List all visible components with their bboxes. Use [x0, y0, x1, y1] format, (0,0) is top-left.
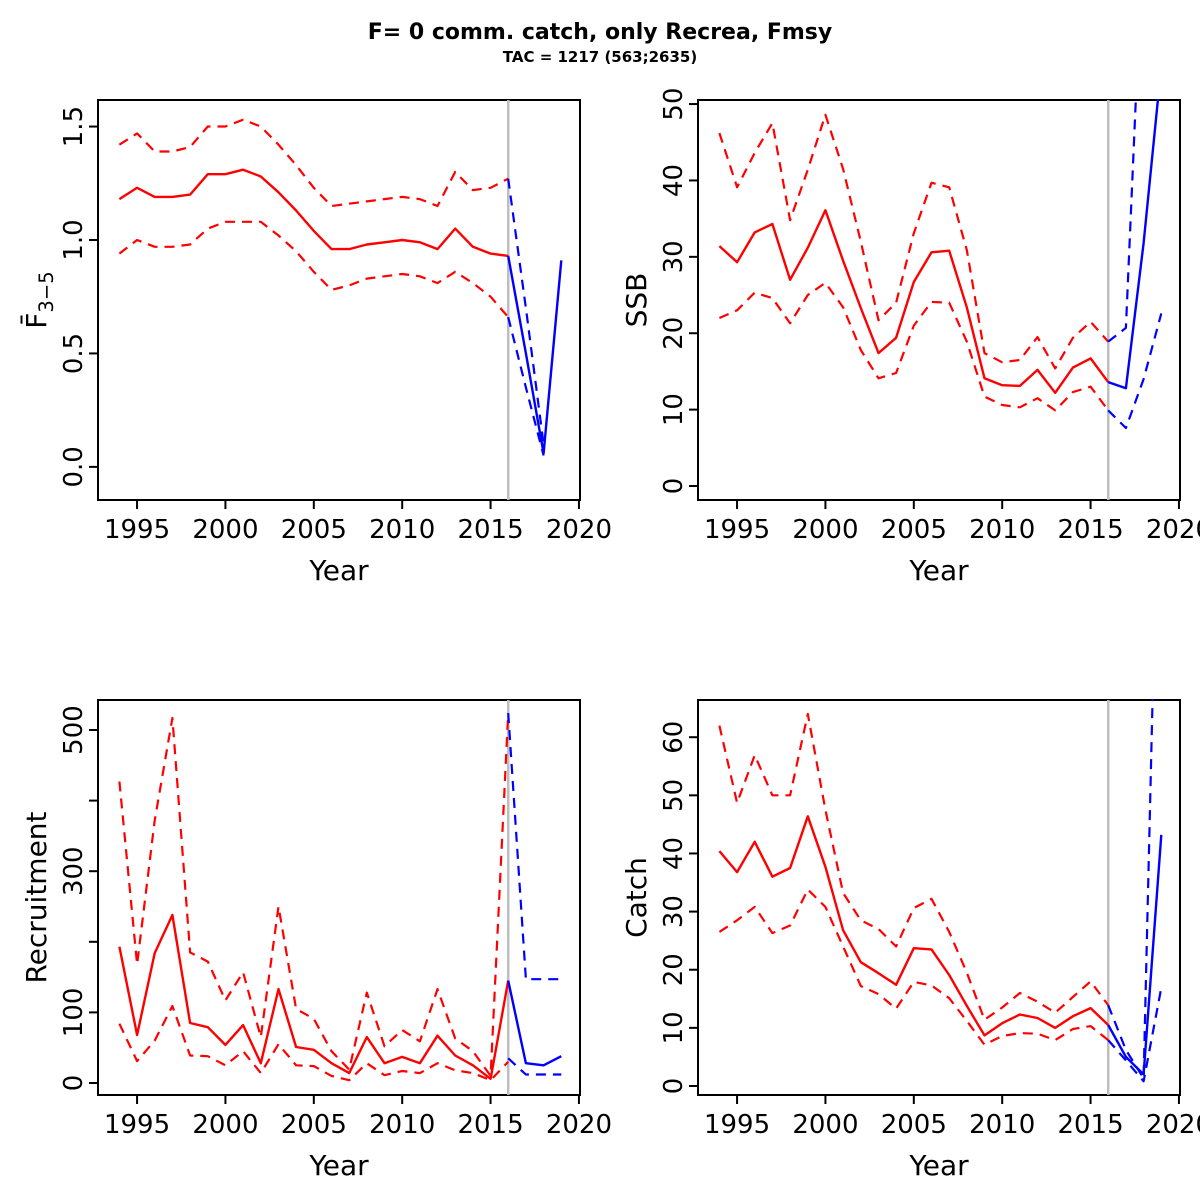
forecast-median-line — [507, 980, 562, 1067]
y-axis-title: Catch — [620, 857, 653, 938]
panel-fbar: 1995 2000 2005 2010 2015 2020 0.0 0.5 1.0 1.5 Year… — [19, 99, 612, 587]
y-axis-tick-label: 20 — [659, 953, 689, 986]
x-axis-tick-label: 2000 — [192, 1110, 258, 1140]
plot-box — [97, 99, 581, 501]
x-axis-title: Year — [308, 1149, 369, 1182]
plot-box — [697, 99, 1181, 501]
historic-lower-ci-line — [118, 220, 510, 318]
forecast-upper-ci-line — [1107, 99, 1137, 343]
y-axis-tick-label: 0 — [659, 478, 689, 495]
historic-median-line — [718, 815, 1110, 1037]
series-group — [718, 699, 1163, 1083]
x-axis-tick-label: 2020 — [1146, 1110, 1200, 1140]
y-axis-tick-label: 10 — [659, 393, 689, 426]
historic-lower-ci-line — [718, 281, 1110, 412]
x-axis-tick-label: 2020 — [546, 1110, 612, 1140]
x-axis-tick-label: 2015 — [1057, 515, 1123, 545]
y-axis-title: SSB — [620, 273, 653, 328]
y-axis-title: Recruitment — [20, 811, 53, 983]
y-axis-tick-label: 30 — [659, 240, 689, 273]
forecast-lower-ci-line — [1107, 987, 1163, 1083]
x-axis-tick-label: 2015 — [457, 1110, 523, 1140]
forecast-upper-ci-line — [507, 713, 562, 981]
y-axis-tick-label: 1.0 — [59, 219, 89, 260]
y-axis-tick-label: 30 — [659, 895, 689, 928]
plot-box — [697, 699, 1181, 1096]
y-axis-tick-label: 40 — [659, 837, 689, 870]
series-group — [718, 99, 1163, 430]
y-axis-tick-label: 0 — [659, 1078, 689, 1095]
x-axis-tick-label: 2000 — [792, 1110, 858, 1140]
x-axis-tick-label: 2020 — [546, 515, 612, 545]
historic-median-line — [118, 168, 509, 258]
y-axis-tick-label: 20 — [659, 317, 689, 350]
forecast-median-line — [507, 255, 563, 455]
y-axis-tick-label: 60 — [659, 721, 689, 754]
x-axis-tick-label: 2015 — [1057, 1110, 1123, 1140]
x-axis-tick-label: 2005 — [281, 515, 347, 545]
x-axis-title: Year — [308, 554, 369, 587]
x-axis-tick-label: 1995 — [704, 1110, 770, 1140]
x-axis-tick-label: 2010 — [369, 515, 435, 545]
forecast-median-line — [1107, 99, 1160, 390]
x-axis-tick-label: 1995 — [104, 1110, 170, 1140]
x-axis-tick-label: 2005 — [281, 1110, 347, 1140]
y-axis-tick-label: 300 — [59, 846, 89, 896]
panel-ssb: 1995 2000 2005 2010 2015 2020 0 10 20 30 40 50 Year S… — [620, 88, 1200, 587]
y-axis-tick-label: 0.5 — [59, 333, 89, 374]
x-axis-title: Year — [908, 554, 969, 587]
plot-box — [97, 699, 581, 1096]
x-axis-tick-label: 2010 — [969, 515, 1035, 545]
series-group — [118, 118, 563, 456]
x-axis-tick-label: 2000 — [192, 515, 258, 545]
forecast-median-line — [1107, 834, 1163, 1076]
figure-title: F= 0 comm. catch, only Recrea, Fmsy — [367, 20, 833, 45]
x-axis-tick-label: 1995 — [104, 515, 170, 545]
figure-subtitle: TAC = 1217 (563;2635) — [502, 48, 698, 66]
y-axis-title: F̄3−5 — [19, 271, 58, 328]
y-axis-tick-label: 100 — [59, 988, 89, 1038]
y-axis-tick-label: 10 — [659, 1011, 689, 1044]
forecast-upper-ci-line — [1107, 699, 1154, 1080]
x-axis-title: Year — [908, 1149, 969, 1182]
panel-catch: 1995 2000 2005 2010 2015 2020 0 10 20 30 40 50 60 Yea… — [620, 699, 1200, 1182]
historic-median-line — [118, 913, 510, 1081]
y-axis-tick-label: 0.0 — [59, 446, 89, 487]
x-axis-tick-label: 2005 — [881, 515, 947, 545]
x-axis-tick-label: 2020 — [1146, 515, 1200, 545]
y-axis-tick-label: 40 — [659, 164, 689, 197]
series-group — [118, 713, 562, 1082]
historic-upper-ci-line — [718, 712, 1110, 1021]
x-axis-tick-label: 2000 — [792, 515, 858, 545]
historic-lower-ci-line — [118, 1004, 509, 1082]
y-axis-tick-label: 50 — [659, 88, 689, 121]
y-axis-tick-label: 50 — [659, 779, 689, 812]
y-axis-tick-label: 0 — [59, 1075, 89, 1092]
historic-median-line — [718, 208, 1110, 394]
historic-upper-ci-line — [718, 113, 1110, 370]
forecast-upper-ci-line — [507, 178, 545, 445]
forecast-lower-ci-line — [507, 316, 545, 456]
historic-lower-ci-line — [718, 888, 1109, 1046]
panel-recruitment: 1995 2000 2005 2010 2015 2020 0 100 300 500 Year Re… — [20, 699, 612, 1182]
forecast-lower-ci-line — [1107, 313, 1163, 430]
y-axis-tick-label: 1.5 — [59, 106, 89, 147]
historic-upper-ci-line — [118, 118, 509, 208]
x-axis-tick-label: 2015 — [457, 515, 523, 545]
historic-upper-ci-line — [118, 713, 510, 1078]
x-axis-tick-label: 1995 — [704, 515, 770, 545]
y-axis-tick-label: 500 — [59, 705, 89, 755]
x-axis-tick-label: 2010 — [969, 1110, 1035, 1140]
x-axis-tick-label: 2005 — [881, 1110, 947, 1140]
x-axis-tick-label: 2010 — [369, 1110, 435, 1140]
